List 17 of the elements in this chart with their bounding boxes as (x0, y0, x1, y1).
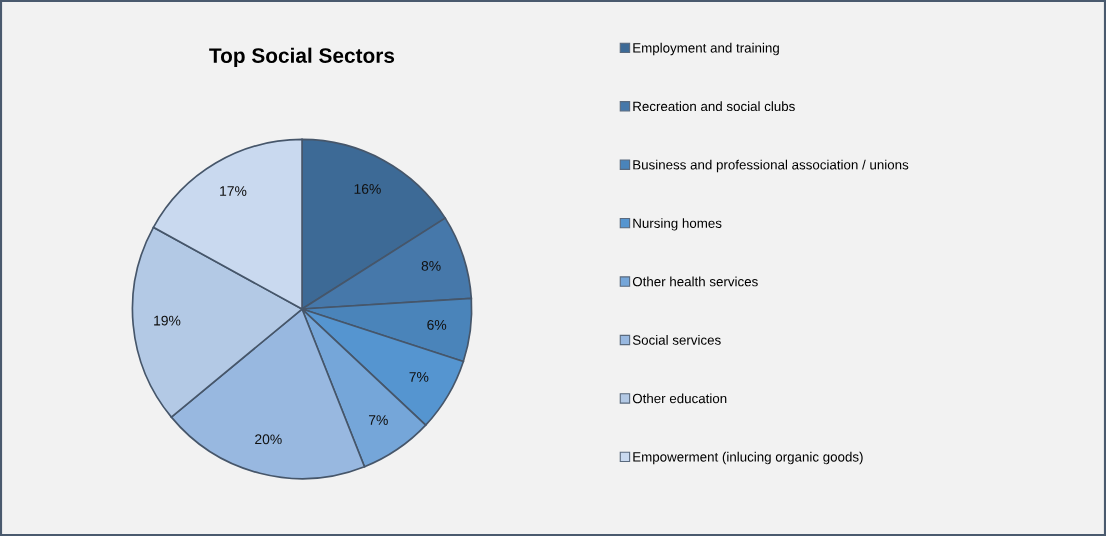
chart-title: Top Social Sectors (209, 47, 395, 68)
legend-label: Nursing homes (633, 218, 722, 231)
legend-label: Other education (632, 393, 727, 404)
legend-label: Empowerment (inlucing organic goods) (633, 451, 863, 465)
data-label: 20% (255, 434, 282, 445)
data-label: 19% (154, 315, 181, 326)
data-label: 17% (220, 186, 247, 196)
legend-label: Business and professional association / unions (633, 159, 909, 173)
data-label: 7% (409, 372, 429, 382)
legend-label: Social services (632, 335, 721, 345)
legend-label: Employment and training (633, 42, 779, 56)
data-label: 8% (421, 261, 441, 271)
data-label: 16% (354, 184, 381, 194)
data-label: 7% (368, 415, 388, 425)
legend-label: Other health services (632, 276, 758, 287)
data-label: 6% (427, 319, 447, 330)
legend-label: Recreation and social clubs (633, 101, 795, 112)
